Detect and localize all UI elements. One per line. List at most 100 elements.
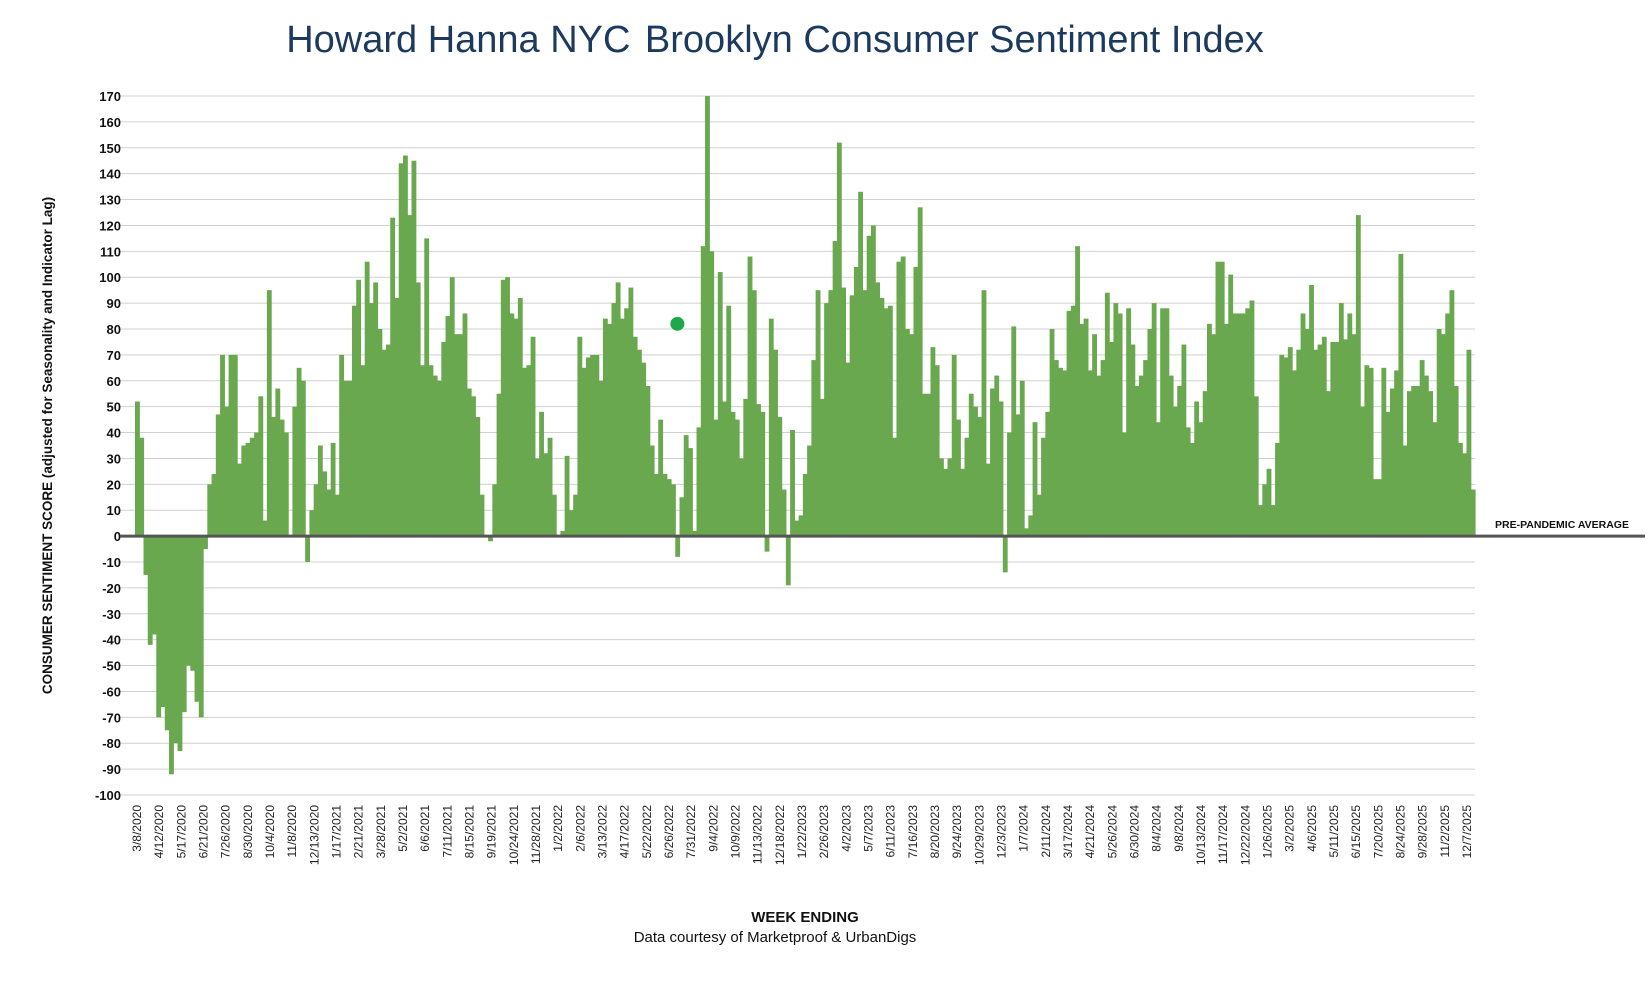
bar xyxy=(296,367,302,537)
bar xyxy=(364,261,370,537)
bar xyxy=(1253,396,1259,537)
y-tick-label: 50 xyxy=(107,400,121,415)
bar xyxy=(1296,349,1302,537)
bar xyxy=(232,354,238,537)
x-tick-label: 9/28/2025 xyxy=(1416,805,1430,859)
bar xyxy=(551,494,557,537)
bar xyxy=(1245,308,1251,537)
bar xyxy=(658,419,664,537)
bar xyxy=(1462,453,1468,537)
bar xyxy=(1326,391,1331,537)
bar xyxy=(1134,385,1140,537)
bar xyxy=(313,484,319,537)
bar xyxy=(1321,336,1327,537)
bar xyxy=(1313,349,1319,537)
bar xyxy=(934,365,940,537)
bar xyxy=(1011,326,1017,537)
bar xyxy=(692,530,698,537)
y-tick-label: -100 xyxy=(95,788,121,803)
bar xyxy=(356,279,362,537)
bar xyxy=(160,536,166,707)
y-tick-labels: 1701601501401301201101009080706050403020… xyxy=(95,89,121,803)
bar xyxy=(734,419,740,537)
bar xyxy=(696,427,702,537)
bar xyxy=(1360,406,1365,537)
bar xyxy=(1215,261,1221,537)
bar xyxy=(1207,323,1212,537)
bar xyxy=(211,473,217,537)
bar xyxy=(1151,303,1157,537)
bar xyxy=(760,411,766,537)
bar xyxy=(1126,308,1132,537)
y-tick-label: -40 xyxy=(102,633,121,648)
bar xyxy=(169,536,174,775)
bar xyxy=(913,266,919,537)
y-tick-label: 20 xyxy=(107,477,121,492)
bar xyxy=(534,458,540,537)
bar xyxy=(373,282,379,537)
bar xyxy=(1024,528,1029,537)
bar xyxy=(1079,323,1085,537)
bar xyxy=(258,396,264,537)
bar xyxy=(449,277,455,537)
marker-point xyxy=(670,316,685,331)
bar xyxy=(300,380,306,537)
bar xyxy=(1415,385,1421,537)
bar xyxy=(347,380,353,537)
bar xyxy=(1411,385,1417,537)
bar xyxy=(475,417,481,537)
y-tick-label: 10 xyxy=(107,503,121,518)
x-tick-label: 8/15/2021 xyxy=(463,805,477,859)
bar xyxy=(1015,414,1021,537)
bar xyxy=(522,367,527,537)
bar xyxy=(1406,391,1412,537)
bar xyxy=(428,365,434,537)
bar xyxy=(1062,370,1068,537)
bar xyxy=(479,494,485,537)
x-tick-label: 1/2/2022 xyxy=(551,805,565,852)
bar xyxy=(998,401,1004,537)
bar xyxy=(832,240,838,537)
bar xyxy=(1075,246,1080,537)
bar xyxy=(381,349,387,537)
bar xyxy=(1402,445,1408,537)
bar xyxy=(598,380,604,537)
bar xyxy=(317,445,323,537)
bar xyxy=(1100,360,1106,537)
bar xyxy=(1453,385,1459,537)
bar xyxy=(858,191,864,537)
bar xyxy=(505,277,510,537)
bar xyxy=(968,393,974,537)
bar xyxy=(351,305,357,537)
bar xyxy=(203,536,208,550)
bar xyxy=(1087,370,1093,537)
x-tick-label: 9/24/2023 xyxy=(950,805,964,859)
bar xyxy=(641,362,647,537)
bar xyxy=(147,536,153,645)
bar xyxy=(1364,365,1370,537)
bar xyxy=(1389,388,1395,537)
x-tick-label: 11/28/2021 xyxy=(529,805,543,864)
bar xyxy=(828,290,834,537)
x-tick-label: 8/24/2025 xyxy=(1394,805,1408,859)
x-tick-label: 6/15/2025 xyxy=(1349,805,1363,859)
bar xyxy=(1343,339,1348,537)
x-tick-label: 5/22/2022 xyxy=(640,805,654,859)
x-tick-label: 3/17/2024 xyxy=(1061,805,1075,859)
bar xyxy=(1236,313,1242,537)
x-tick-label: 3/8/2020 xyxy=(130,805,144,852)
bar xyxy=(585,357,591,537)
bar xyxy=(819,398,825,537)
bar xyxy=(1189,442,1195,537)
y-tick-label: 170 xyxy=(99,89,121,104)
bar xyxy=(1372,479,1378,537)
bar xyxy=(241,445,247,537)
bar xyxy=(322,471,328,537)
bar xyxy=(1304,329,1310,537)
bar xyxy=(135,401,140,537)
bar xyxy=(279,419,285,537)
bar xyxy=(1096,375,1102,537)
x-tick-label: 6/6/2021 xyxy=(418,805,432,852)
bar xyxy=(798,515,804,537)
